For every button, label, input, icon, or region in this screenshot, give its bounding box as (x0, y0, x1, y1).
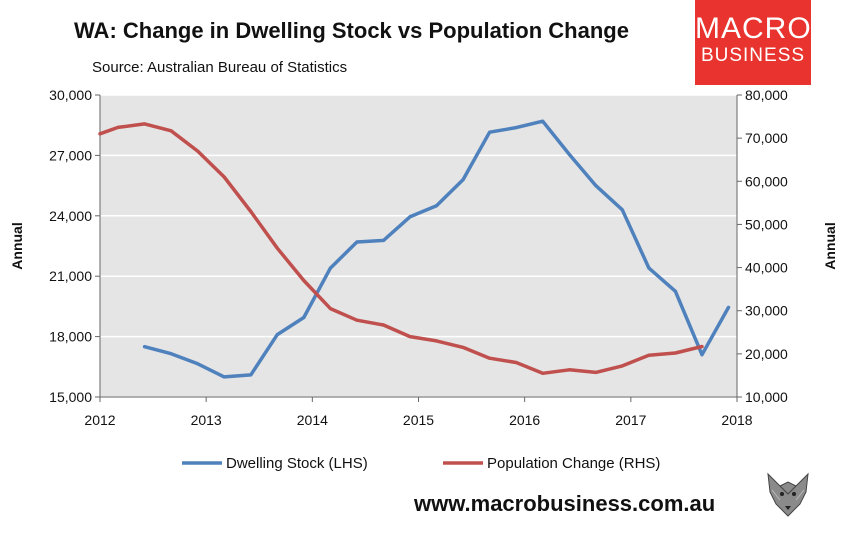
data-point-dwelling (328, 266, 332, 270)
data-point-population (222, 175, 226, 179)
data-point-dwelling (435, 204, 438, 208)
data-point-population (514, 361, 518, 364)
website-url[interactable]: www.macrobusiness.com.au (414, 491, 716, 516)
data-point-population (169, 129, 173, 133)
data-point-population (594, 370, 598, 374)
y-right-tick-label: 20,000 (745, 346, 788, 362)
data-point-dwelling (541, 119, 545, 123)
data-point-dwelling (382, 238, 385, 242)
y-left-tick-label: 18,000 (49, 329, 92, 345)
y-axis-label-right: Annual (822, 222, 838, 269)
x-tick-label: 2013 (191, 412, 222, 428)
data-point-population (249, 210, 253, 213)
data-point-dwelling (567, 152, 571, 156)
series-layer (98, 119, 731, 379)
data-point-population (673, 351, 677, 355)
data-point-population (302, 279, 306, 282)
data-point-population (408, 335, 412, 339)
series-line-population-change (98, 122, 704, 376)
data-point-dwelling (408, 215, 412, 219)
y-right-tick-label: 40,000 (745, 260, 788, 276)
data-point-dwelling (700, 353, 704, 357)
data-point-population (275, 246, 279, 250)
plot-area (100, 95, 737, 397)
wolf-icon (758, 470, 818, 520)
data-point-population (116, 125, 120, 129)
data-point-population (98, 132, 102, 136)
data-point-population (647, 353, 651, 357)
x-tick-label: 2015 (403, 412, 434, 428)
ticks-layer: 15,000 18,000 21,000 24,000 27,000 30,000 10,0… (49, 87, 788, 428)
legend: Dwelling Stock (LHS) Population Change (… (182, 455, 660, 472)
data-point-population (567, 368, 571, 372)
data-point-population (620, 364, 624, 368)
y-left-tick-label: 30,000 (49, 87, 92, 103)
y-right-tick-label: 70,000 (745, 130, 788, 146)
data-point-dwelling (275, 333, 279, 337)
data-point-population (435, 339, 438, 343)
chart-source: Source: Australian Bureau of Statistics (92, 59, 348, 76)
y-axis-label-left: Annual (9, 222, 25, 269)
logo-line-1: MACRO (695, 12, 812, 45)
x-tick-label: 2014 (297, 412, 328, 428)
x-tick-label: 2016 (509, 412, 540, 428)
data-point-dwelling (196, 362, 200, 366)
data-point-dwelling (222, 375, 226, 379)
data-point-population (196, 149, 200, 153)
y-left-tick-label: 21,000 (49, 268, 92, 284)
x-tick-label: 2017 (615, 412, 646, 428)
logo-line-2: BUSINESS (700, 45, 806, 66)
y-left-tick-label: 24,000 (49, 208, 92, 224)
x-tick-label: 2018 (721, 412, 752, 428)
data-point-population (488, 356, 492, 360)
x-tick-label: 2012 (84, 412, 115, 428)
data-point-dwelling (355, 240, 359, 244)
data-point-dwelling (727, 305, 730, 309)
data-point-dwelling (488, 130, 492, 134)
chart-title: WA: Change in Dwelling Stock vs Populati… (74, 18, 629, 43)
y-right-tick-label: 10,000 (745, 389, 788, 405)
y-right-tick-label: 60,000 (745, 173, 788, 189)
data-point-population (355, 318, 359, 322)
data-point-dwelling (169, 352, 173, 356)
legend-label-population: Population Change (RHS) (487, 455, 660, 472)
data-point-population (700, 345, 704, 348)
y-left-tick-label: 15,000 (49, 389, 92, 405)
brand-logo: MACRO BUSINESS (695, 0, 811, 85)
y-right-tick-label: 50,000 (745, 216, 788, 232)
y-left-tick-label: 27,000 (49, 147, 92, 163)
data-point-dwelling (514, 126, 518, 130)
data-point-dwelling (673, 289, 677, 293)
data-point-dwelling (461, 178, 465, 182)
data-point-population (382, 323, 385, 327)
data-point-dwelling (647, 266, 651, 270)
legend-label-dwelling: Dwelling Stock (LHS) (226, 455, 368, 472)
data-point-dwelling (620, 208, 624, 212)
data-point-population (328, 307, 332, 311)
data-point-population (461, 345, 465, 349)
data-point-dwelling (143, 345, 147, 349)
data-point-dwelling (594, 184, 598, 188)
data-point-dwelling (302, 316, 306, 319)
data-point-population (143, 122, 147, 126)
y-right-tick-label: 80,000 (745, 87, 788, 103)
y-right-tick-label: 30,000 (745, 303, 788, 319)
data-point-population (541, 371, 545, 375)
data-point-dwelling (249, 373, 253, 377)
